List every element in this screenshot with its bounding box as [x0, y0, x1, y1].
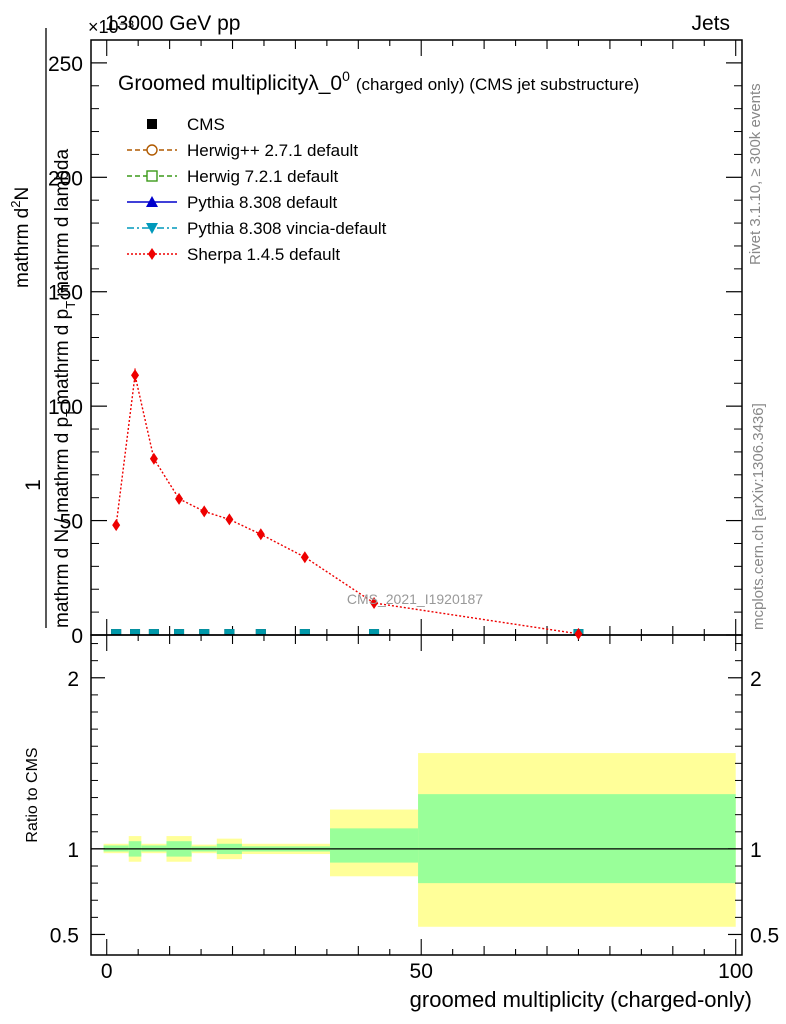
y-tick-label: 50 — [60, 511, 83, 534]
sherpa-point — [112, 519, 121, 532]
main-series — [111, 368, 584, 640]
sherpa-point — [370, 596, 379, 609]
x-tick-label: 0 — [101, 960, 113, 983]
sherpa-point — [175, 492, 184, 505]
ratio-band-green — [330, 828, 419, 863]
sherpa-point — [200, 505, 209, 518]
y-tick-label: 100 — [48, 396, 83, 419]
y-label-one: 1 — [22, 479, 45, 491]
legend-marker — [147, 119, 157, 129]
mc-overlay-point — [199, 629, 210, 635]
mc-overlay-point — [255, 629, 266, 635]
plot-title-main: Groomed multiplicityλ_0 — [118, 72, 342, 95]
sherpa-line — [115, 375, 579, 635]
legend-marker — [148, 248, 156, 260]
legend-marker — [146, 196, 158, 207]
ratio-y-tick-label-right: 2 — [750, 668, 762, 691]
y-label-den-text: mathrm d N / mathrm d p — [52, 417, 73, 628]
ratio-y-tick-label: 0.5 — [50, 924, 79, 947]
y-tick-label: 200 — [48, 167, 83, 190]
legend-marker — [146, 223, 158, 234]
y-label-den-end: mathrm d lambda — [52, 149, 73, 297]
energy-label: 13000 GeV pp — [105, 12, 240, 35]
ratio-y-tick-label: 2 — [67, 668, 79, 691]
sherpa-point — [149, 452, 158, 465]
sherpa-point — [225, 513, 234, 526]
y-label-num-n: N — [12, 187, 33, 201]
ratio-band-green — [418, 794, 736, 884]
sherpa-point — [131, 369, 140, 382]
y-tick-label: 0 — [71, 625, 83, 648]
y-label-numerator: mathrm d2N — [8, 187, 33, 288]
legend-label: Pythia 8.308 default — [187, 193, 338, 212]
plot-title-sub: (charged only) (CMS jet substructure) — [356, 75, 639, 94]
sherpa-point — [574, 627, 583, 640]
y-label-den-tail: mathrm d p — [52, 309, 73, 405]
mc-overlay-point — [369, 629, 380, 635]
legend: CMS Herwig++ 2.7.1 default Herwig 7.2.1 de… — [127, 115, 387, 264]
sherpa-point — [256, 528, 265, 541]
mc-overlay-point — [130, 629, 141, 635]
mc-overlay-point — [174, 629, 185, 635]
plot-title-sup: 0 — [342, 68, 350, 84]
mc-overlay-point — [299, 629, 310, 635]
ratio-y-tick-label: 1 — [67, 839, 79, 862]
legend-label: Herwig 7.2.1 default — [187, 167, 338, 186]
analysis-watermark: CMS_2021_I1920187 — [347, 591, 483, 607]
y-tick-label: 150 — [48, 282, 83, 305]
mc-overlay-point — [111, 629, 122, 635]
ratio-plot-frame — [90, 634, 743, 956]
ratio-bands — [91, 753, 742, 927]
y-tick-label: 250 — [48, 53, 83, 76]
main-y-label: 1 mathrm d N / mathrm d pTmathrm d pTmat… — [8, 28, 78, 628]
sherpa-point — [300, 551, 309, 564]
y-label-den-tail-sub: T — [63, 301, 78, 309]
y-label-num-d: mathrm d — [12, 208, 33, 288]
exponent-label: ×10⁻³ — [88, 17, 134, 37]
legend-label: Sherpa 1.4.5 default — [187, 245, 340, 264]
mc-overlay-point — [148, 629, 159, 635]
ratio-y-tick-label-right: 1 — [750, 839, 762, 862]
legend-label: CMS — [187, 115, 225, 134]
ratio-y-label: Ratio to CMS — [24, 747, 41, 842]
ratio-axes: 0.5 0.5 1 1 2 2 — [50, 643, 779, 947]
legend-label: Pythia 8.308 vincia-default — [187, 219, 387, 238]
process-label: Jets — [691, 12, 730, 35]
rivet-label: Rivet 3.1.10, ≥ 300k events — [747, 83, 764, 265]
legend-marker — [146, 170, 158, 182]
legend-marker — [146, 144, 158, 156]
x-tick-label: 50 — [410, 960, 433, 983]
y-label-den-sub: T — [63, 409, 78, 417]
plot-title: Groomed multiplicityλ_00 (charged only) (… — [118, 68, 639, 95]
mc-overlay-point — [224, 629, 235, 635]
ratio-y-tick-label-right: 0.5 — [750, 924, 779, 947]
y-label-denominator: mathrm d N / mathrm d pTmathrm d pTmathr… — [52, 149, 78, 628]
mcplots-label: mcplots.cern.ch [arXiv:1306.3436] — [750, 403, 767, 630]
x-tick-label: 100 — [718, 960, 753, 983]
x-axis-label: groomed multiplicity (charged-only) — [410, 987, 752, 1012]
legend-label: Herwig++ 2.7.1 default — [187, 141, 358, 160]
main-axes: 0 50 100 0 50 100 150 200 250 — [48, 40, 753, 983]
y-label-num-sup: 2 — [8, 201, 23, 208]
